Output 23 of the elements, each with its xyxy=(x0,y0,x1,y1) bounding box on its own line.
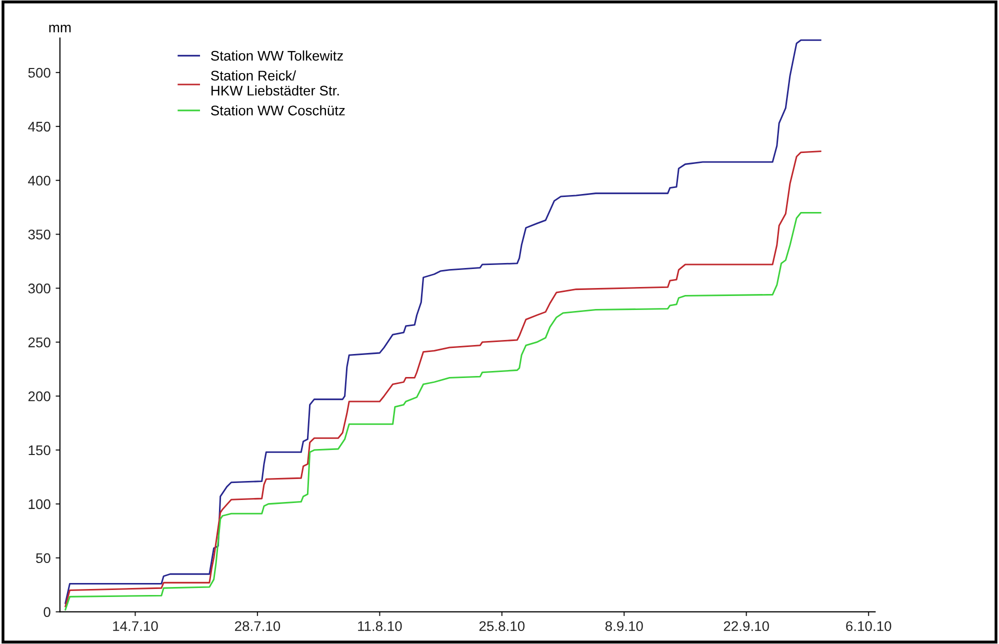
x-tick-label: 11.8.10 xyxy=(358,621,402,632)
legend-label: Station WW Tolkewitz xyxy=(210,50,343,61)
legend-label: Station Reick/ HKW Liebstädter Str. xyxy=(210,70,339,96)
y-tick-label: 400 xyxy=(28,176,50,186)
y-tick-label: 200 xyxy=(28,391,50,402)
legend-label: Station WW Coschütz xyxy=(210,105,345,116)
y-tick-label: 450 xyxy=(28,122,50,132)
y-tick-label: 300 xyxy=(28,284,50,294)
y-tick-label: 150 xyxy=(28,445,50,456)
y-axis-title: mm xyxy=(49,24,71,32)
y-tick-label: 250 xyxy=(28,337,50,348)
x-tick-label: 14.7.10 xyxy=(113,621,158,632)
y-tick-label: 0 xyxy=(44,607,50,617)
y-tick-label: 50 xyxy=(36,553,50,564)
y-tick-label: 100 xyxy=(28,499,50,510)
y-tick-label: 350 xyxy=(28,230,50,240)
y-tick-label: 500 xyxy=(28,68,50,78)
x-tick-label: 25.8.10 xyxy=(479,621,525,632)
x-tick-label: 22.9.10 xyxy=(724,621,769,632)
line-series xyxy=(64,39,822,604)
x-tick-label: 8.9.10 xyxy=(605,621,643,632)
x-tick-label: 6.10.10 xyxy=(846,621,892,632)
x-tick-label: 28.7.10 xyxy=(234,621,280,632)
